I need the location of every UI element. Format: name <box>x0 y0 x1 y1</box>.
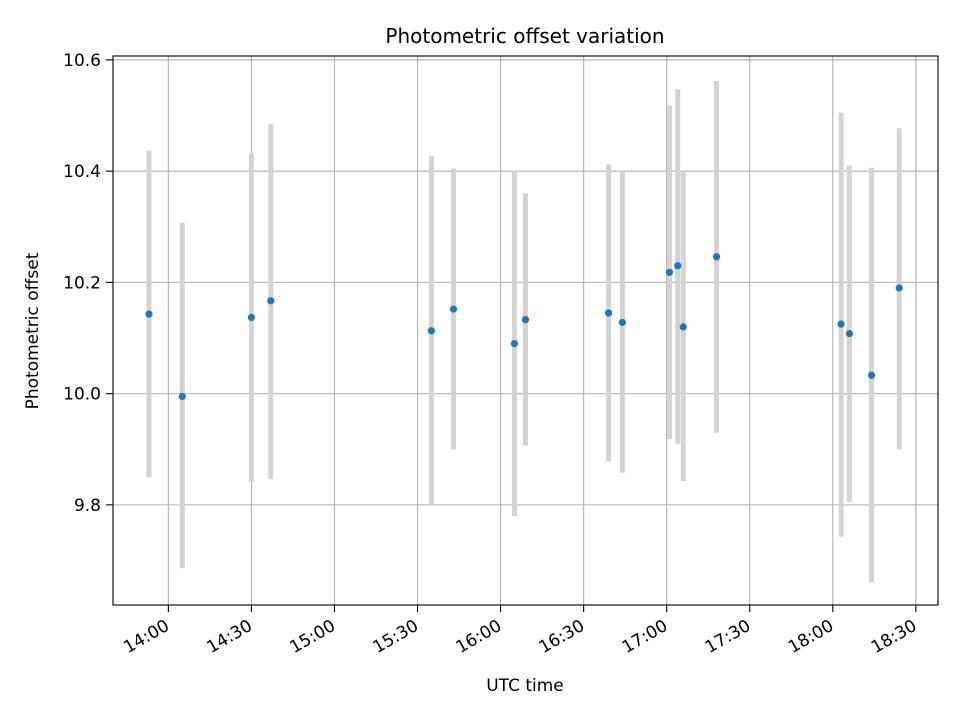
errorbar-layer <box>146 81 902 583</box>
data-point-7 <box>510 339 519 348</box>
x-axis-ticks: 14:00 14:30 15:00 15:30 16:00 16:30 17:00 17:30… <box>120 605 920 658</box>
data-point-11 <box>665 268 674 276</box>
data-point-12 <box>674 262 682 270</box>
data-point-9 <box>604 309 613 317</box>
data-point-14 <box>712 253 721 261</box>
data-point-3 <box>247 313 256 322</box>
y-axis-label: Photometric offset <box>23 252 43 409</box>
x-tick-label: 16:00 <box>453 616 505 658</box>
data-point-1 <box>145 310 153 318</box>
data-point-10 <box>618 318 626 327</box>
x-tick-label: 18:30 <box>868 616 920 658</box>
data-point-4 <box>267 297 275 305</box>
x-tick-label: 14:30 <box>203 616 255 658</box>
chart-title: Photometric offset variation <box>385 24 664 48</box>
y-tick-label: 10.6 <box>63 51 101 71</box>
x-tick-label: 15:00 <box>287 616 339 658</box>
data-point-8 <box>521 316 530 324</box>
x-tick-label: 14:00 <box>120 616 172 658</box>
x-tick-label: 17:30 <box>702 616 754 658</box>
x-axis-label: UTC time <box>486 676 564 696</box>
x-tick-label: 17:00 <box>619 616 671 658</box>
y-tick-label: 10.4 <box>63 162 101 182</box>
x-tick-label: 18:00 <box>785 616 837 658</box>
x-tick-label: 15:30 <box>370 616 422 658</box>
data-point-5 <box>427 327 435 335</box>
y-tick-label: 10.2 <box>63 273 101 293</box>
data-point-13 <box>679 323 687 331</box>
point-layer <box>145 253 903 401</box>
data-point-17 <box>867 371 876 379</box>
data-point-6 <box>449 305 458 313</box>
data-point-2 <box>178 392 186 401</box>
y-axis-ticks: 9.8 10.0 10.2 10.4 10.6 <box>63 51 113 516</box>
plot-frame <box>112 55 939 606</box>
y-tick-label: 9.8 <box>74 496 101 516</box>
x-tick-label: 16:30 <box>536 616 588 658</box>
data-point-16 <box>845 329 854 338</box>
y-tick-label: 10.0 <box>63 385 101 405</box>
data-point-18 <box>895 284 903 292</box>
data-point-15 <box>837 320 845 328</box>
